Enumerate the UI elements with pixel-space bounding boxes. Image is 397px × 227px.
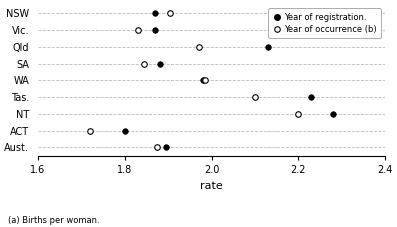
Text: (a) Births per woman.: (a) Births per woman. [8, 216, 100, 225]
X-axis label: rate: rate [200, 181, 223, 191]
Legend: Year of registration., Year of occurrence (b): Year of registration., Year of occurrenc… [268, 8, 381, 38]
